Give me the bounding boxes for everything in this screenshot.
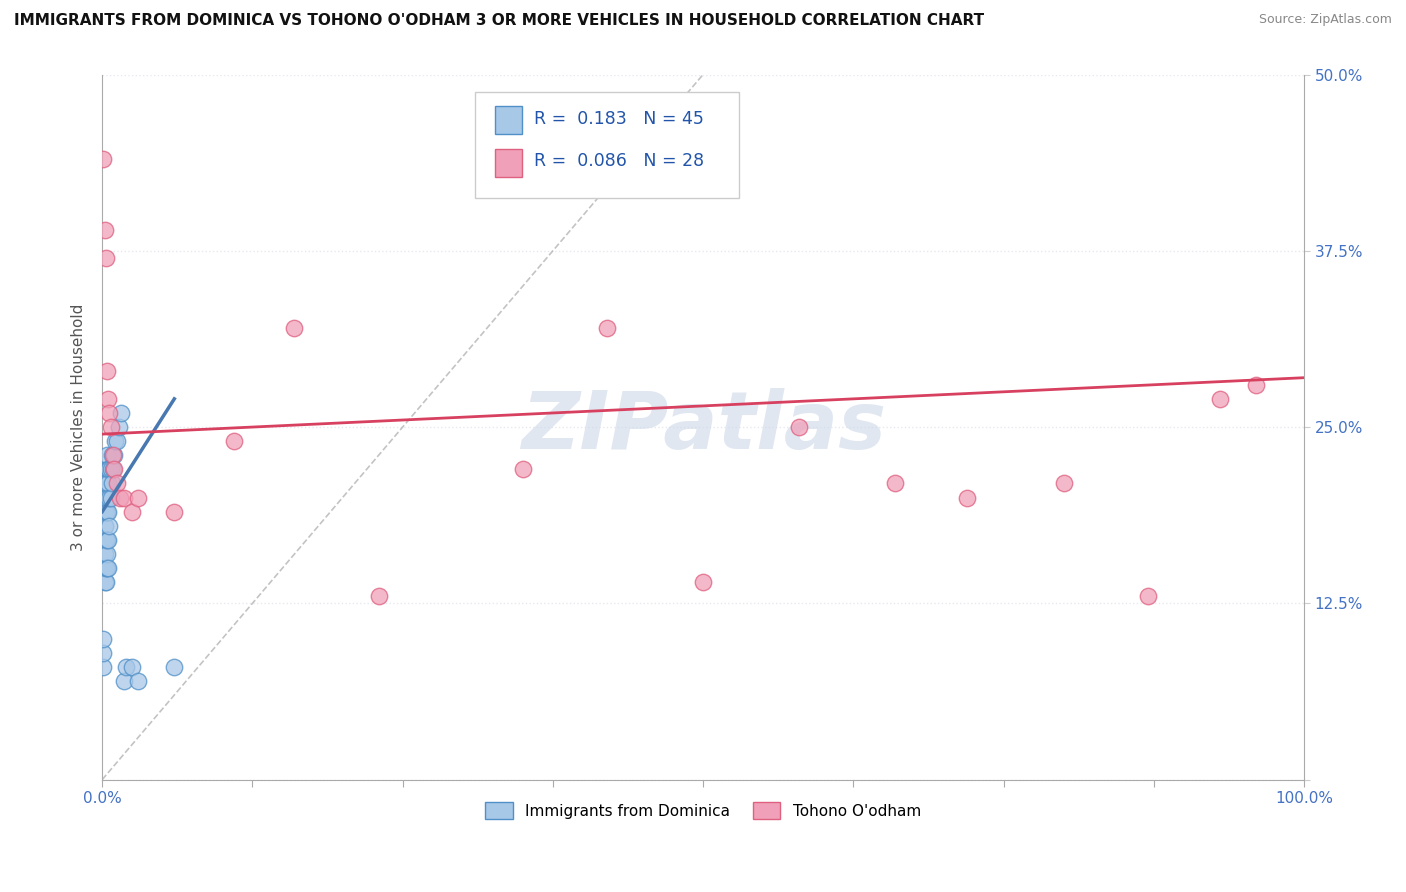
Point	[224, 434, 246, 449]
Point	[101, 476, 124, 491]
Point	[94, 575, 117, 590]
Point	[93, 533, 115, 547]
Point	[1244, 377, 1267, 392]
Point	[94, 476, 117, 491]
Point	[121, 505, 143, 519]
Point	[94, 561, 117, 575]
Point	[96, 505, 118, 519]
Point	[93, 547, 115, 561]
Point	[98, 518, 121, 533]
Point	[163, 660, 186, 674]
Point	[596, 321, 619, 335]
Point	[97, 561, 120, 575]
Point	[98, 406, 121, 420]
Point	[94, 491, 117, 505]
Point	[96, 547, 118, 561]
Point	[101, 448, 124, 462]
Point	[97, 533, 120, 547]
Point	[93, 561, 115, 575]
Point	[96, 448, 118, 462]
FancyBboxPatch shape	[475, 92, 740, 198]
Point	[110, 406, 132, 420]
Y-axis label: 3 or more Vehicles in Household: 3 or more Vehicles in Household	[72, 303, 86, 550]
Text: ZIPatlas: ZIPatlas	[520, 388, 886, 466]
Point	[93, 660, 115, 674]
Point	[97, 392, 120, 406]
Point	[1209, 392, 1232, 406]
Text: IMMIGRANTS FROM DOMINICA VS TOHONO O'ODHAM 3 OR MORE VEHICLES IN HOUSEHOLD CORRE: IMMIGRANTS FROM DOMINICA VS TOHONO O'ODH…	[14, 13, 984, 29]
Point	[100, 462, 122, 476]
Point	[93, 646, 115, 660]
Point	[97, 505, 120, 519]
Point	[97, 462, 120, 476]
Point	[96, 364, 118, 378]
Point	[96, 533, 118, 547]
Point	[101, 448, 124, 462]
Point	[1136, 589, 1159, 603]
Point	[104, 434, 127, 449]
Point	[105, 434, 128, 449]
Point	[127, 491, 149, 505]
Point	[93, 575, 115, 590]
Point	[692, 575, 714, 590]
Point	[93, 222, 115, 236]
Point	[956, 491, 979, 505]
Point	[115, 660, 138, 674]
Point	[1052, 476, 1074, 491]
Text: R =  0.086   N = 28: R = 0.086 N = 28	[534, 153, 704, 170]
Bar	[495, 106, 522, 135]
Text: R =  0.183   N = 45: R = 0.183 N = 45	[534, 110, 703, 128]
Point	[94, 251, 117, 265]
Point	[367, 589, 389, 603]
Point	[108, 420, 131, 434]
Point	[512, 462, 534, 476]
Point	[96, 491, 118, 505]
Bar	[495, 149, 522, 177]
Point	[93, 632, 115, 646]
Point	[97, 476, 120, 491]
Point	[94, 533, 117, 547]
Point	[787, 420, 810, 434]
Legend: Immigrants from Dominica, Tohono O'odham: Immigrants from Dominica, Tohono O'odham	[479, 796, 927, 825]
Point	[105, 476, 128, 491]
Point	[884, 476, 907, 491]
Point	[96, 462, 118, 476]
Point	[100, 420, 122, 434]
Point	[127, 673, 149, 688]
Point	[110, 491, 132, 505]
Point	[103, 462, 125, 476]
Point	[163, 505, 186, 519]
Point	[98, 491, 121, 505]
Point	[100, 491, 122, 505]
Point	[112, 491, 135, 505]
Point	[93, 505, 115, 519]
Point	[96, 561, 118, 575]
Point	[121, 660, 143, 674]
Point	[283, 321, 305, 335]
Point	[93, 518, 115, 533]
Point	[103, 448, 125, 462]
Text: Source: ZipAtlas.com: Source: ZipAtlas.com	[1258, 13, 1392, 27]
Point	[101, 462, 124, 476]
Point	[98, 462, 121, 476]
Point	[93, 152, 115, 166]
Point	[94, 505, 117, 519]
Point	[112, 673, 135, 688]
